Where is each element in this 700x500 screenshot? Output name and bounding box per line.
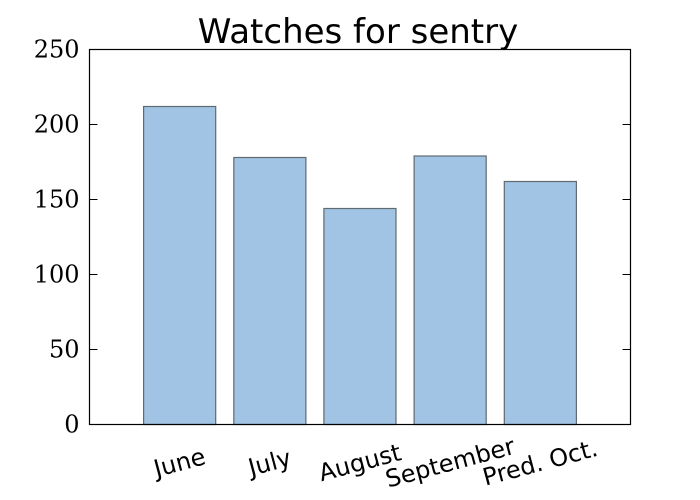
bar-june (143, 105, 217, 426)
y-tick-label: 200 (34, 111, 80, 139)
bar-august (323, 207, 397, 426)
y-tick-label: 150 (34, 186, 80, 214)
bars-group (143, 105, 577, 426)
y-tick-label: 50 (49, 336, 80, 364)
y-axis-ticks: 0 50 100 150 200 250 (34, 36, 631, 439)
plot-area-frame (88, 48, 632, 426)
bar-september (413, 155, 487, 426)
bar-july (233, 156, 307, 426)
bar-pred-oct (503, 180, 577, 426)
x-tick-label: July (243, 444, 294, 483)
y-tick-label: 250 (34, 36, 80, 64)
chart-title: Watches for sentry (198, 12, 518, 52)
y-tick-label: 100 (34, 261, 80, 289)
x-tick-label: June (149, 442, 209, 483)
y-tick-label: 0 (64, 411, 79, 439)
